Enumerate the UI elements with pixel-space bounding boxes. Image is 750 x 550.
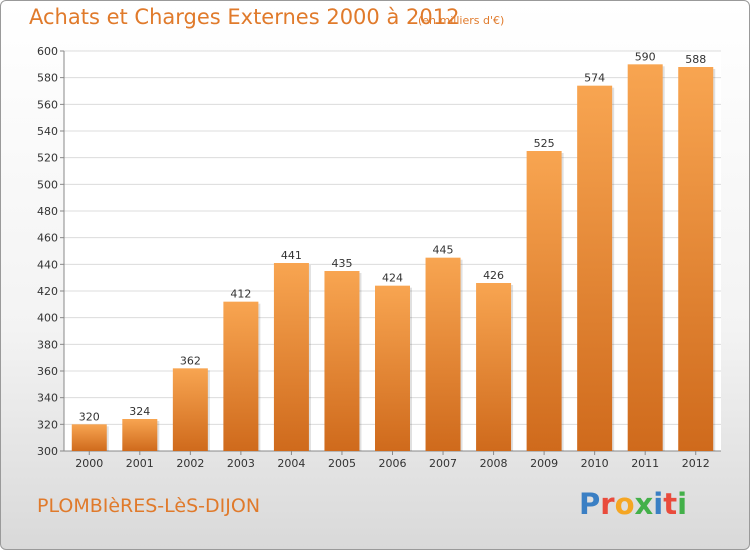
y-tick-label: 420 [37,285,58,298]
bar [425,257,461,451]
logo-letter: x [634,487,654,521]
proxiti-logo: Proxiti [579,487,687,521]
x-tick-label: 2001 [126,457,154,470]
x-tick-label: 2011 [631,457,659,470]
bar [577,85,613,452]
commune-name: PLOMBIèRES-LèS-DIJON [37,495,261,517]
bar [476,283,512,451]
y-tick-label: 400 [37,312,58,325]
y-tick-label: 500 [37,178,58,191]
y-tick-label: 440 [37,258,58,271]
bar [627,64,663,452]
data-label: 445 [433,244,454,257]
bar [71,424,107,451]
y-tick-label: 580 [37,72,58,85]
data-label: 590 [635,50,656,63]
y-tick-label: 600 [37,45,58,58]
data-label: 320 [79,410,100,423]
bar [526,151,562,451]
x-tick-label: 2000 [75,457,103,470]
data-label: 574 [584,72,605,85]
y-tick-label: 560 [37,98,58,111]
data-label: 424 [382,272,403,285]
bar [273,263,309,451]
y-tick-label: 360 [37,365,58,378]
logo-letter: i [653,487,664,521]
chart-subtitle: (en milliers d'€) [418,14,505,27]
x-tick-label: 2003 [227,457,255,470]
data-label: 324 [129,405,150,418]
x-tick-label: 2009 [530,457,558,470]
bar [375,285,410,451]
logo-letter: t [663,487,678,521]
chart-title: Achats et Charges Externes 2000 à 2012 [29,5,460,29]
data-label: 441 [281,249,302,262]
x-tick-label: 2007 [429,457,457,470]
data-label: 588 [685,53,706,66]
bar [172,368,208,451]
data-label: 362 [180,354,201,367]
logo-letter: o [614,487,635,521]
y-tick-label: 520 [37,152,58,165]
x-tick-label: 2008 [480,457,508,470]
x-tick-label: 2002 [176,457,204,470]
data-label: 435 [331,257,352,270]
y-tick-label: 340 [37,392,58,405]
data-label: 412 [230,288,251,301]
y-tick-label: 460 [37,232,58,245]
bar [122,419,158,451]
y-tick-label: 480 [37,205,58,218]
y-tick-label: 540 [37,125,58,138]
bar [223,301,259,451]
x-tick-label: 2005 [328,457,356,470]
y-tick-label: 300 [37,445,58,458]
x-tick-label: 2010 [581,457,609,470]
logo-letter: i [677,487,688,521]
x-tick-label: 2012 [682,457,710,470]
data-label: 525 [534,137,555,150]
x-tick-label: 2004 [277,457,305,470]
y-tick-label: 320 [37,418,58,431]
x-tick-label: 2006 [379,457,407,470]
y-tick-label: 380 [37,338,58,351]
bar [324,271,360,451]
bar [678,67,714,451]
data-label: 426 [483,269,504,282]
logo-letter: P [579,487,601,521]
logo-letter: r [600,487,615,521]
